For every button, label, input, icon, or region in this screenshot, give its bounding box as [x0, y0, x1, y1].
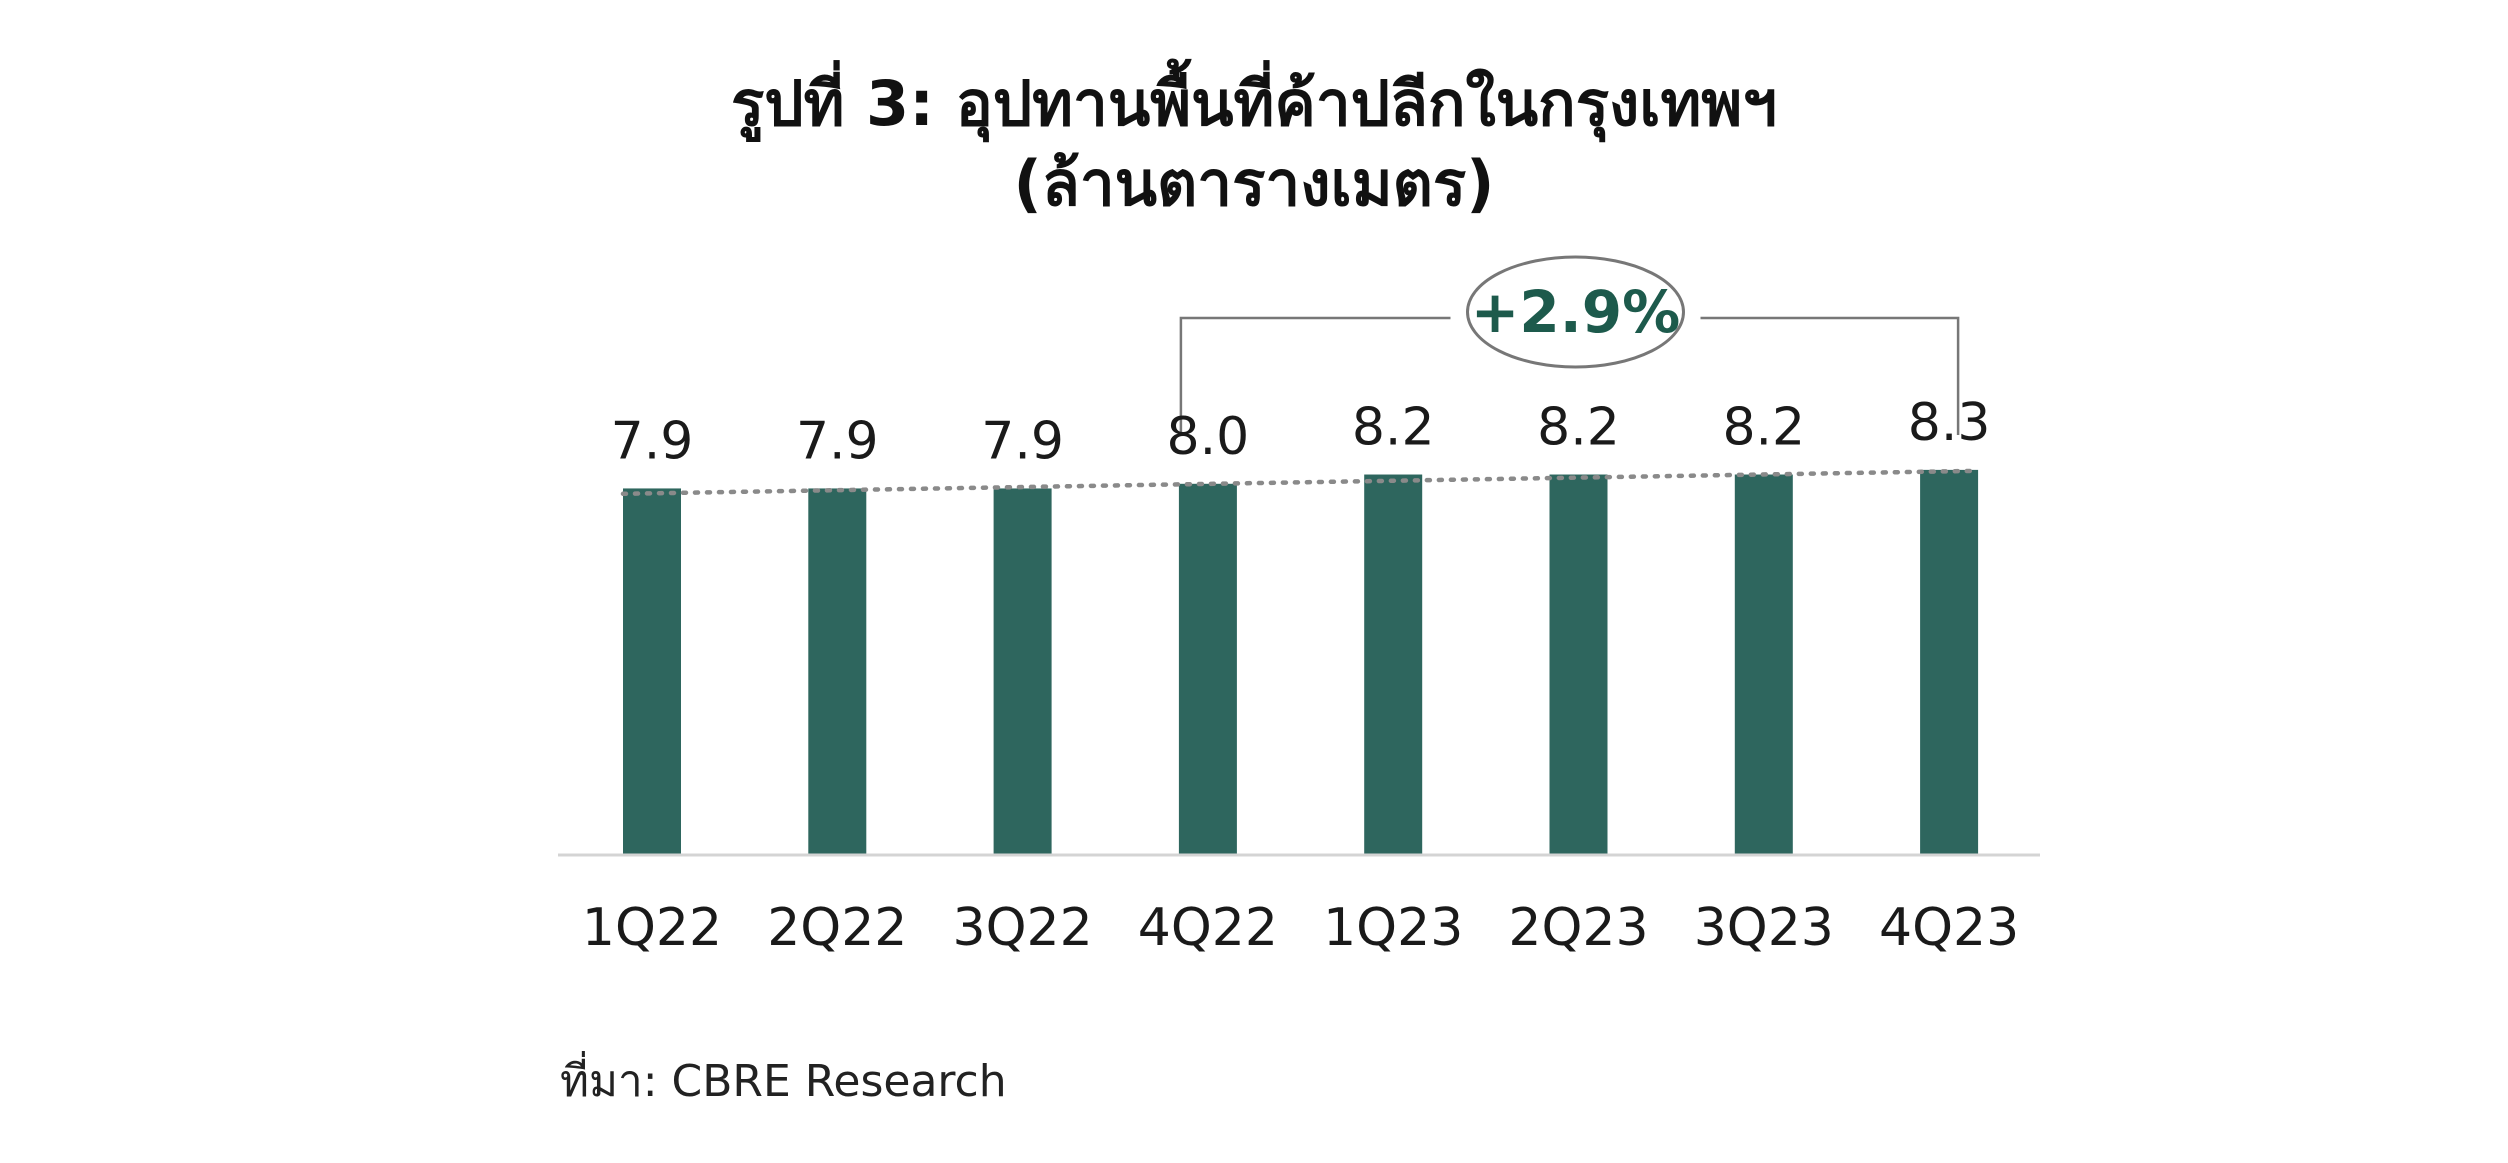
- bar-2Q22: [808, 488, 867, 855]
- value-label-4Q23: 8.3: [1908, 393, 1991, 453]
- source-note: ที่มา: CBRE Research: [560, 1050, 1007, 1107]
- growth-percentage-label: +2.9%: [1471, 278, 1680, 346]
- growth-ellipse: [1466, 255, 1685, 369]
- x-tick-label-1Q22: 1Q22: [582, 898, 722, 958]
- bar-1Q22: [623, 488, 681, 855]
- growth-annotation: +2.9%: [1179, 255, 1960, 435]
- value-label-1Q23: 8.2: [1352, 398, 1435, 458]
- bar-4Q23: [1920, 469, 1979, 855]
- bar-2Q23: [1549, 474, 1608, 855]
- chart-title: รูปที่ 3: อุปทานพื้นที่ค้าปลีกในกรุงเทพฯ: [731, 58, 1777, 142]
- bar-3Q22: [993, 488, 1052, 855]
- bar-4Q22: [1178, 483, 1237, 855]
- x-tick-label-4Q23: 4Q23: [1879, 898, 2019, 958]
- bar-3Q23: [1734, 474, 1793, 855]
- value-label-3Q23: 8.2: [1722, 398, 1805, 458]
- growth-bracket: [1179, 316, 1960, 435]
- x-tick-label-2Q22: 2Q22: [767, 898, 907, 958]
- value-label-4Q22: 8.0: [1167, 407, 1250, 467]
- x-tick-label-1Q23: 1Q23: [1323, 898, 1463, 958]
- bar-1Q23: [1364, 474, 1423, 855]
- x-tick-label-3Q23: 3Q23: [1694, 898, 1834, 958]
- x-tick-label-4Q22: 4Q22: [1138, 898, 1278, 958]
- value-label-3Q22: 7.9: [981, 411, 1064, 471]
- x-tick-label-2Q23: 2Q23: [1508, 898, 1648, 958]
- chart-subtitle: (ล้านตารางเมตร): [1014, 147, 1495, 220]
- value-label-2Q23: 8.2: [1537, 398, 1620, 458]
- x-tick-label-3Q22: 3Q22: [953, 898, 1093, 958]
- trendline: [620, 468, 1981, 497]
- value-label-2Q22: 7.9: [796, 411, 879, 471]
- value-label-1Q22: 7.9: [611, 411, 694, 471]
